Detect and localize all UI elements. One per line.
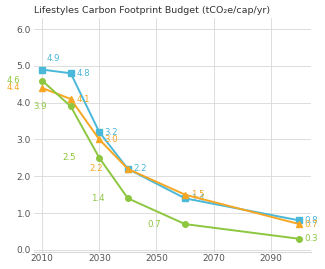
Text: 2.5: 2.5 xyxy=(62,153,76,162)
Text: 4.9: 4.9 xyxy=(46,54,60,63)
Text: 0.7: 0.7 xyxy=(305,220,318,229)
Text: 4.1: 4.1 xyxy=(76,94,90,104)
Text: 4.6: 4.6 xyxy=(6,76,20,85)
Text: 0.3: 0.3 xyxy=(305,234,318,243)
Text: 4.4: 4.4 xyxy=(6,83,20,93)
Text: 3.0: 3.0 xyxy=(105,135,119,144)
Text: 1.5: 1.5 xyxy=(190,190,204,199)
Text: 3.2: 3.2 xyxy=(105,128,119,137)
Text: 0.8: 0.8 xyxy=(305,216,318,225)
Text: Lifestyles Carbon Footprint Budget (tCO₂e/cap/yr): Lifestyles Carbon Footprint Budget (tCO₂… xyxy=(33,6,270,15)
Text: 1.4: 1.4 xyxy=(91,194,104,203)
Text: 2.2: 2.2 xyxy=(134,164,147,174)
Text: 4.8: 4.8 xyxy=(76,69,90,78)
Text: 1.4: 1.4 xyxy=(190,194,204,203)
Text: 2.2: 2.2 xyxy=(89,164,103,174)
Text: 3.9: 3.9 xyxy=(33,102,47,111)
Text: 0.7: 0.7 xyxy=(148,220,162,229)
